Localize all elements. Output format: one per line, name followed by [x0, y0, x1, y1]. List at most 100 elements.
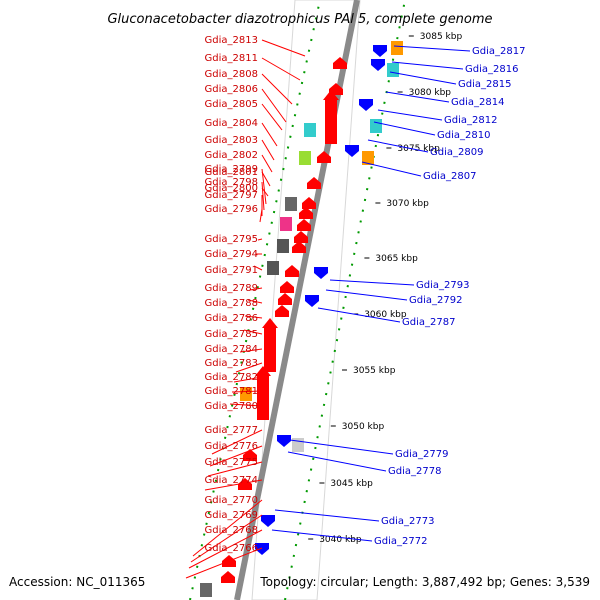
reverse-gene-feature [314, 267, 328, 279]
gene-label-left[interactable]: Gdia_2801 [205, 167, 258, 178]
leader-line-left [253, 265, 263, 271]
gene-label-left[interactable]: Gdia_2796 [205, 204, 258, 215]
gene-label-left[interactable]: Gdia_2799 [205, 164, 258, 175]
gene-label-left[interactable]: Gdia_2783 [205, 358, 258, 369]
gene-label-left[interactable]: Gdia_2788 [205, 298, 258, 309]
leader-line-left [261, 168, 267, 205]
reverse-gene-feature [359, 99, 373, 111]
forward-gene-feature [257, 376, 269, 420]
forward-gene-feature [285, 265, 299, 277]
gene-label-left[interactable]: Gdia_2804 [205, 118, 258, 129]
leader-line-left [235, 362, 263, 373]
gene-label-left[interactable]: Gdia_2794 [205, 249, 258, 260]
gene-label-left[interactable]: Gdia_2808 [205, 69, 258, 80]
gene-label-left[interactable]: Gdia_2795 [205, 234, 258, 245]
ruler-tick-label: 3080 kbp [409, 88, 452, 98]
gene-label-right[interactable]: Gdia_2793 [416, 280, 469, 291]
reverse-gene-feature [345, 145, 359, 157]
ruler-tick-label: 3070 kbp [386, 199, 429, 209]
gene-label-left[interactable]: Gdia_2775 [205, 457, 258, 468]
forward-gene-feature [292, 241, 306, 253]
gene-label-left[interactable]: Gdia_2806 [205, 84, 258, 95]
gene-label-right[interactable]: Gdia_2815 [458, 79, 511, 90]
gene-label-left[interactable]: Gdia_2798 [205, 177, 258, 188]
leader-line-right [271, 529, 373, 542]
forward-gene-feature [297, 219, 311, 231]
reverse-gene-feature [277, 435, 291, 447]
gene-label-right[interactable]: Gdia_2787 [402, 317, 455, 328]
gene-label-right[interactable]: Gdia_2792 [409, 295, 462, 306]
gene-label-right[interactable]: Gdia_2772 [374, 536, 427, 547]
reverse-gene-block [362, 151, 374, 165]
leader-line-right [325, 289, 408, 301]
gene-label-left[interactable]: Gdia_2770 [205, 495, 258, 506]
leader-line-left [261, 181, 265, 211]
gene-label-right[interactable]: Gdia_2773 [381, 516, 434, 527]
forward-gene-feature [221, 571, 235, 583]
forward-gene-feature [280, 281, 294, 293]
ruler-tick-label: 3040 kbp [319, 535, 362, 545]
leader-line-left [261, 73, 293, 105]
forward-gene-block [285, 197, 297, 211]
gene-label-left[interactable]: Gdia_2782 [205, 372, 258, 383]
gene-label-left[interactable]: Gdia_2800 [205, 183, 258, 194]
gene-label-right[interactable]: Gdia_2810 [437, 130, 490, 141]
forward-gene-feature [307, 177, 321, 189]
gene-label-left[interactable]: Gdia_2791 [205, 265, 258, 276]
forward-gene-feature [302, 197, 316, 209]
leader-line-left [188, 529, 263, 569]
ruler-tick-label: 3060 kbp [364, 310, 407, 320]
leader-line-left [261, 88, 287, 123]
gene-label-right[interactable]: Gdia_2816 [465, 64, 518, 75]
gene-label-left[interactable]: Gdia_2802 [205, 150, 258, 161]
forward-gene-feature [264, 328, 276, 372]
leader-line-left [244, 315, 263, 319]
forward-gene-block [200, 583, 212, 597]
leader-line-right [329, 279, 415, 286]
gene-label-left[interactable]: Gdia_2781 [205, 386, 258, 397]
gene-label-left[interactable]: Gdia_2785 [205, 329, 258, 340]
gene-label-left[interactable]: Gdia_2769 [205, 510, 258, 521]
leader-line-right [287, 451, 387, 472]
leader-line-left [204, 479, 263, 491]
gene-label-right[interactable]: Gdia_2817 [472, 46, 525, 57]
gene-label-left[interactable]: Gdia_2805 [205, 99, 258, 110]
leader-line-left [192, 499, 263, 557]
gene-label-left[interactable]: Gdia_2813 [205, 35, 258, 46]
gene-label-right[interactable]: Gdia_2779 [395, 449, 448, 460]
gene-label-right[interactable]: Gdia_2809 [430, 147, 483, 158]
gene-label-left[interactable]: Gdia_2776 [205, 441, 258, 452]
gene-label-left[interactable]: Gdia_2789 [205, 283, 258, 294]
gene-label-right[interactable]: Gdia_2778 [388, 466, 441, 477]
label-leader-lines [185, 39, 471, 579]
forward-gene-block [240, 387, 252, 401]
forward-gene-feature [275, 305, 289, 317]
forward-gene-arrowhead [262, 318, 278, 328]
ruler-tick-label: 3050 kbp [342, 422, 385, 432]
ruler-tick-label: 3075 kbp [397, 144, 440, 154]
ruler-tick-label: 3085 kbp [420, 32, 463, 42]
gene-label-left[interactable]: Gdia_2780 [205, 401, 258, 412]
reverse-gene-feature [261, 515, 275, 527]
gene-label-right[interactable]: Gdia_2814 [451, 97, 504, 108]
gene-label-left[interactable]: Gdia_2768 [205, 525, 258, 536]
forward-gene-arrowhead [323, 90, 339, 100]
leader-line-left [239, 348, 263, 353]
forward-gene-feature [325, 100, 337, 144]
gene-label-left[interactable]: Gdia_2777 [205, 425, 258, 436]
gene-label-left[interactable]: Gdia_2774 [205, 475, 258, 486]
gene-label-left[interactable]: Gdia_2766 [205, 543, 258, 554]
gene-label-left[interactable]: Gdia_2811 [205, 53, 258, 64]
gene-label-left[interactable]: Gdia_2797 [205, 190, 258, 201]
reverse-gene-feature [255, 543, 269, 555]
gene-label-left[interactable]: Gdia_2803 [205, 135, 258, 146]
gene-label-left[interactable]: Gdia_2784 [205, 344, 258, 355]
reverse-gene-block [370, 119, 382, 133]
gene-label-left[interactable]: Gdia_2786 [205, 313, 258, 324]
ruler-tick-label: 3065 kbp [375, 254, 418, 264]
gene-label-right[interactable]: Gdia_2812 [444, 115, 497, 126]
gene-label-right[interactable]: Gdia_2807 [423, 171, 476, 182]
leader-line-left [229, 403, 263, 407]
leader-line-left [261, 154, 273, 173]
